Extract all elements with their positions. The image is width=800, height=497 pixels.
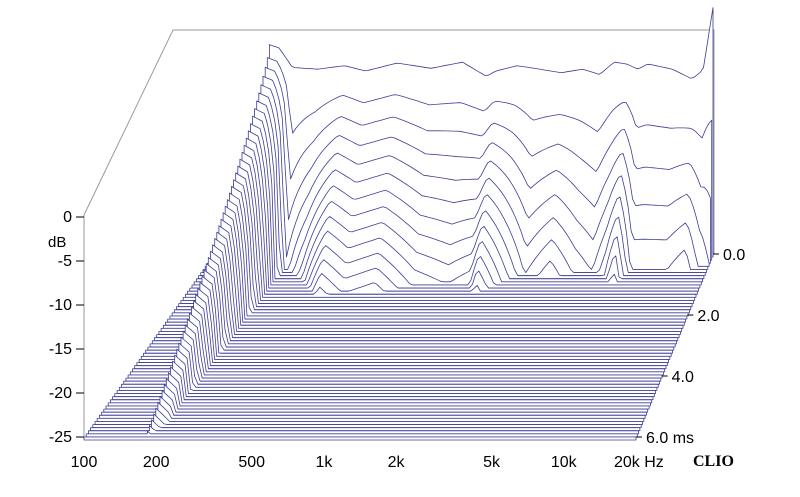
decay-slice: [154, 244, 679, 342]
time-tick-label: 2.0: [697, 308, 719, 325]
decay-slice: [147, 263, 675, 351]
decay-slice: [193, 123, 702, 286]
decay-slice: [92, 413, 642, 428]
decay-slice: [167, 205, 686, 323]
decay-slice: [158, 231, 681, 335]
decay-slice: [173, 186, 690, 314]
decay-slice: [116, 348, 656, 394]
decay-slice: [162, 218, 684, 329]
decay-slice: [189, 137, 699, 292]
decay-slice: [127, 318, 663, 379]
x-tick-label: 20k Hz: [614, 454, 664, 471]
decay-slice: [85, 430, 638, 438]
decay-slice: [149, 257, 676, 348]
decay-slice: [94, 407, 643, 425]
x-axis-ticks: 100 200 500 1k 2k 5k 10k 20k Hz: [71, 454, 664, 471]
decay-slice: [123, 330, 660, 385]
decay-slices: [83, 7, 714, 441]
x-tick-label: 100: [71, 454, 98, 471]
decay-slice: [176, 179, 692, 311]
decay-slice: [185, 151, 697, 298]
x-tick-label: 1k: [315, 454, 333, 471]
decay-slice: [165, 212, 685, 326]
decay-slice: [178, 172, 693, 307]
decay-slice: [118, 342, 658, 391]
y-axis-ticks: 0 -5 -10 -15 -20 -25: [49, 209, 84, 446]
decay-slice: [187, 144, 698, 295]
time-tick-label: 0.0: [723, 247, 745, 264]
decay-slice: [191, 130, 701, 289]
y-tick-label: -25: [49, 429, 72, 446]
x-tick-label: 500: [238, 454, 265, 471]
decay-slice: [121, 336, 659, 388]
time-tick-label: 6.0 ms: [646, 430, 694, 447]
decay-slice: [107, 372, 651, 407]
time-tick-label: 4.0: [672, 369, 694, 386]
decay-slice: [180, 165, 694, 304]
decay-slice: [182, 158, 696, 301]
decay-slice: [110, 366, 653, 404]
y-tick-label: -20: [49, 385, 72, 402]
decay-slice: [88, 425, 639, 435]
decay-slice: [156, 238, 680, 338]
x-tick-label: 10k: [551, 454, 578, 471]
chart-frame: [83, 29, 715, 437]
y-tick-label: -10: [49, 297, 72, 314]
decay-slice: [83, 436, 637, 441]
y-tick-label: -5: [58, 253, 72, 270]
x-tick-label: 2k: [388, 454, 406, 471]
time-axis-ticks: 0.0 2.0 4.0 6.0 ms: [636, 247, 745, 447]
decay-slice: [138, 288, 669, 363]
decay-slice: [105, 378, 650, 410]
decay-slice: [96, 401, 645, 422]
decay-slice: [145, 269, 673, 354]
y-tick-label: 0: [63, 209, 72, 226]
x-tick-label: 200: [143, 454, 170, 471]
decay-slice: [129, 312, 664, 376]
y-axis-label: dB: [48, 234, 66, 251]
frame-outline: [83, 29, 715, 437]
decay-slice: [90, 419, 641, 432]
decay-slice: [136, 294, 668, 366]
decay-slice: [160, 225, 683, 332]
decay-slice: [112, 360, 654, 401]
decay-slice: [169, 199, 688, 320]
clio-logo: CLIO: [693, 453, 734, 470]
decay-slice: [134, 300, 667, 370]
decay-slice: [151, 250, 677, 345]
y-tick-label: -15: [49, 341, 72, 358]
decay-slice: [114, 354, 655, 397]
decay-slice: [132, 306, 666, 373]
decay-slice: [171, 192, 689, 317]
x-tick-label: 5k: [483, 454, 501, 471]
decay-slice: [143, 275, 672, 357]
decay-slice: [125, 324, 662, 382]
decay-slice: [140, 282, 671, 360]
